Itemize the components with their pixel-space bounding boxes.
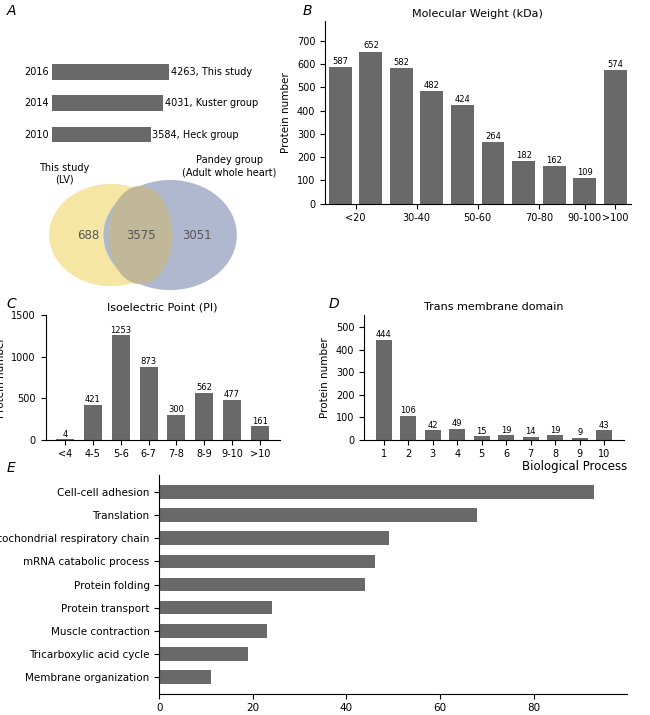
Bar	[223, 400, 241, 440]
Text: 42: 42	[428, 421, 438, 430]
Bar	[159, 670, 211, 684]
Bar	[159, 647, 248, 661]
Text: 4263, This study: 4263, This study	[171, 67, 252, 77]
Bar	[512, 162, 535, 204]
Bar	[547, 435, 563, 440]
Bar	[159, 485, 595, 499]
Bar	[449, 429, 465, 440]
Text: 2014: 2014	[24, 98, 48, 108]
Bar	[52, 127, 151, 142]
Text: 652: 652	[363, 41, 379, 51]
Title: Trans membrane domain: Trans membrane domain	[424, 302, 564, 312]
Text: 562: 562	[196, 383, 212, 393]
Text: D: D	[328, 297, 339, 311]
Text: 162: 162	[546, 156, 562, 164]
Bar	[159, 555, 374, 568]
Bar	[474, 436, 489, 440]
Bar	[140, 367, 158, 440]
Text: 43: 43	[599, 420, 610, 430]
Text: 14: 14	[525, 427, 536, 436]
Bar	[390, 68, 413, 204]
Text: 477: 477	[224, 390, 240, 400]
Text: 587: 587	[332, 56, 348, 66]
Text: 49: 49	[452, 419, 463, 428]
Bar	[159, 531, 389, 546]
Text: 109: 109	[577, 168, 593, 177]
Bar	[251, 426, 269, 440]
Text: 19: 19	[550, 426, 560, 435]
Bar	[159, 578, 365, 591]
Bar	[604, 70, 627, 204]
Text: 19: 19	[501, 426, 512, 435]
Bar	[84, 405, 102, 440]
Y-axis label: Protein number: Protein number	[0, 337, 6, 418]
Ellipse shape	[109, 186, 173, 285]
Y-axis label: Protein number: Protein number	[281, 72, 291, 153]
Bar	[195, 393, 213, 440]
Text: 582: 582	[393, 58, 410, 66]
Text: 873: 873	[140, 358, 157, 366]
Bar	[482, 142, 504, 204]
Bar	[572, 438, 588, 440]
Text: 106: 106	[400, 406, 416, 415]
Text: 3575: 3575	[125, 229, 155, 242]
Bar	[52, 95, 163, 111]
Text: 182: 182	[515, 151, 532, 160]
Y-axis label: Protein number: Protein number	[320, 337, 330, 418]
Text: 161: 161	[252, 417, 268, 425]
Text: A: A	[6, 4, 16, 18]
Text: Biological Process: Biological Process	[522, 460, 627, 473]
Text: 3051: 3051	[183, 229, 212, 242]
Text: E: E	[6, 461, 15, 475]
Bar	[376, 340, 392, 440]
Text: 424: 424	[454, 94, 471, 104]
Bar	[359, 52, 382, 204]
Bar	[159, 623, 267, 638]
Text: 4031, Kuster group: 4031, Kuster group	[164, 98, 258, 108]
Title: Molecular Weight (kDa): Molecular Weight (kDa)	[412, 9, 543, 19]
Text: 1253: 1253	[111, 326, 131, 335]
Text: 3584, Heck group: 3584, Heck group	[152, 129, 239, 139]
Bar	[573, 178, 596, 204]
Text: 444: 444	[376, 330, 392, 339]
Text: 2016: 2016	[24, 67, 48, 77]
Bar	[112, 335, 130, 440]
Text: 574: 574	[607, 59, 623, 69]
Text: 9: 9	[577, 428, 582, 438]
Bar	[329, 67, 352, 204]
Bar	[523, 437, 539, 440]
Text: 688: 688	[77, 229, 100, 242]
Text: Pandey group
(Adult whole heart): Pandey group (Adult whole heart)	[182, 155, 277, 177]
Text: 300: 300	[168, 405, 185, 414]
Bar	[52, 64, 170, 80]
Text: 264: 264	[485, 132, 501, 141]
Bar	[421, 92, 443, 204]
Ellipse shape	[103, 180, 237, 290]
Bar	[159, 508, 478, 522]
Text: B: B	[302, 4, 312, 18]
Bar	[425, 430, 441, 440]
Ellipse shape	[49, 184, 173, 286]
Bar	[596, 430, 612, 440]
Bar	[159, 601, 272, 614]
Bar	[400, 416, 416, 440]
Text: 15: 15	[476, 427, 487, 436]
Text: C: C	[6, 297, 16, 311]
Text: 482: 482	[424, 81, 440, 90]
Text: 4: 4	[62, 430, 68, 439]
Bar	[167, 415, 185, 440]
Text: 2010: 2010	[24, 129, 48, 139]
Bar	[543, 166, 566, 204]
Text: 421: 421	[85, 395, 101, 404]
Bar	[499, 435, 514, 440]
Title: Isoelectric Point (PI): Isoelectric Point (PI)	[107, 302, 218, 312]
Bar	[451, 105, 474, 204]
Text: This study
(LV): This study (LV)	[39, 163, 89, 185]
